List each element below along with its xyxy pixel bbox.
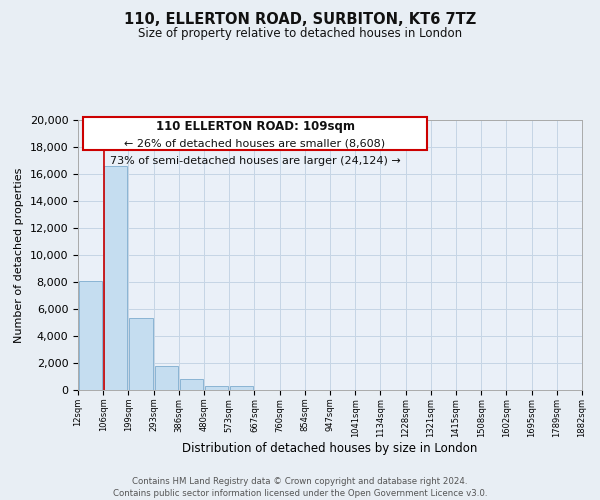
Text: ← 26% of detached houses are smaller (8,608): ← 26% of detached houses are smaller (8,… <box>124 139 386 149</box>
Text: 110 ELLERTON ROAD: 109sqm: 110 ELLERTON ROAD: 109sqm <box>155 120 355 133</box>
Text: Contains HM Land Registry data © Crown copyright and database right 2024.: Contains HM Land Registry data © Crown c… <box>132 478 468 486</box>
Bar <box>79 280 102 390</box>
Text: 73% of semi-detached houses are larger (24,124) →: 73% of semi-detached houses are larger (… <box>110 156 400 166</box>
Bar <box>180 379 203 390</box>
Bar <box>155 366 178 390</box>
Text: Contains public sector information licensed under the Open Government Licence v3: Contains public sector information licen… <box>113 489 487 498</box>
X-axis label: Distribution of detached houses by size in London: Distribution of detached houses by size … <box>182 442 478 456</box>
Bar <box>130 318 152 390</box>
Text: 110, ELLERTON ROAD, SURBITON, KT6 7TZ: 110, ELLERTON ROAD, SURBITON, KT6 7TZ <box>124 12 476 28</box>
Y-axis label: Number of detached properties: Number of detached properties <box>14 168 24 342</box>
Bar <box>230 386 253 390</box>
Bar <box>104 166 127 390</box>
Text: Size of property relative to detached houses in London: Size of property relative to detached ho… <box>138 28 462 40</box>
Bar <box>205 386 228 390</box>
